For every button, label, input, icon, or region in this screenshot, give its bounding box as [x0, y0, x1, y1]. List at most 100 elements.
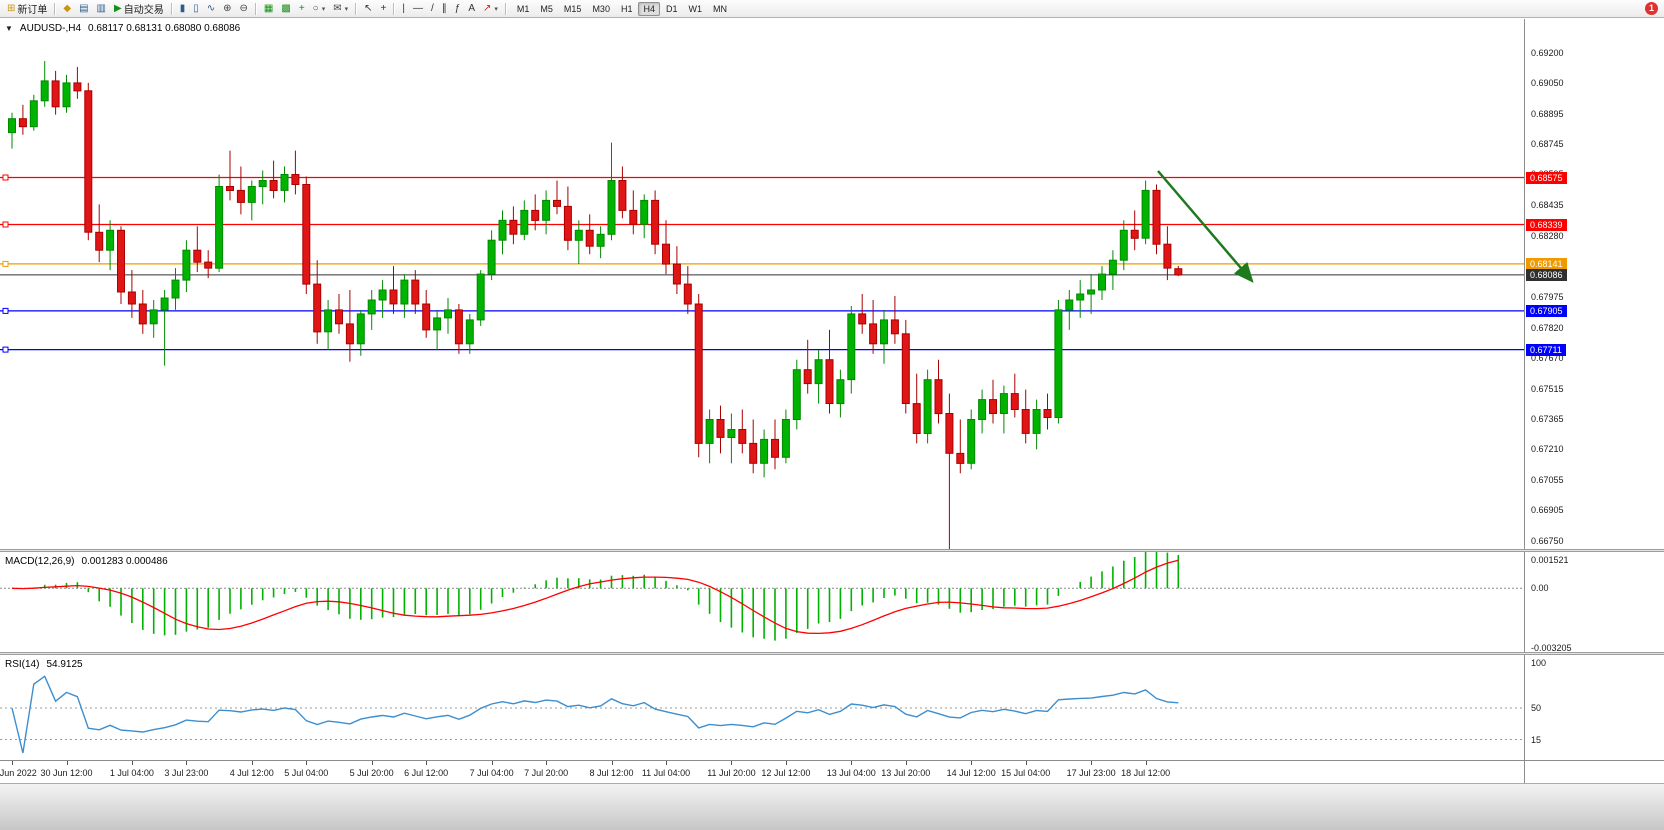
time-tick [1091, 761, 1093, 765]
level-price-label[interactable]: 0.68339 [1526, 218, 1567, 231]
crosshair-tool-button[interactable]: + [377, 1, 391, 16]
timeframe-M30[interactable]: M30 [587, 2, 615, 16]
price-pane[interactable]: ▼ AUDUSD-,H4 0.68117 0.68131 0.68080 0.6… [0, 19, 1664, 549]
templates-button[interactable]: ✉ ▾ [329, 1, 352, 16]
rsi-chart[interactable] [0, 655, 1524, 760]
market-watch-button[interactable]: ◆ [59, 1, 75, 16]
candle [1032, 409, 1041, 434]
timeframe-H1[interactable]: H1 [616, 2, 638, 16]
fibonacci-icon: ƒ [454, 2, 461, 14]
periods-button[interactable]: ○ ▾ [309, 1, 330, 16]
candle [345, 323, 354, 345]
candle [62, 82, 71, 108]
navigator-button[interactable]: ▤ [75, 1, 92, 16]
level-handle[interactable] [2, 307, 9, 314]
price-axis[interactable]: 0.692000.690500.688950.687450.685950.684… [1524, 19, 1664, 549]
time-tick [785, 761, 787, 765]
level-handle[interactable] [2, 260, 9, 267]
candle [51, 80, 60, 108]
tile-windows-button[interactable]: ▦ [260, 1, 277, 16]
toolbar-separator [254, 2, 257, 15]
pane-splitter[interactable] [0, 549, 1664, 552]
candle [367, 299, 376, 315]
candle [945, 413, 954, 454]
candle [1043, 409, 1052, 418]
timeframe-M5[interactable]: M5 [535, 2, 558, 16]
pane-splitter[interactable] [0, 652, 1664, 655]
add-indicator-button[interactable]: + [295, 1, 309, 16]
level-handle[interactable] [2, 346, 9, 353]
macd-axis-label: 0.001521 [1531, 555, 1569, 565]
candle [171, 279, 180, 299]
vertical-line-icon: | [402, 2, 405, 14]
rsi-header: RSI(14) 54.9125 [5, 659, 83, 670]
arrows-tool-button[interactable]: ↗ ▾ [479, 1, 502, 16]
candle [651, 199, 660, 245]
timeframe-MN[interactable]: MN [708, 2, 732, 16]
notification-icon[interactable]: 1 [1645, 2, 1658, 15]
terminal-button[interactable]: ▥ [93, 1, 110, 16]
collapse-icon[interactable]: ▼ [5, 24, 13, 33]
templates-caret-icon: ▾ [344, 5, 349, 13]
new-order-button[interactable]: ⊞ 新订单 [3, 1, 51, 16]
macd-axis[interactable]: 0.001521 0.00 -0.003205 [1524, 552, 1664, 652]
trend-arrow[interactable] [1157, 170, 1254, 283]
macd-axis-label: 0.00 [1531, 583, 1549, 594]
time-label: 3 Jul 23:00 [164, 768, 209, 778]
macd-chart[interactable] [0, 552, 1524, 652]
level-price-label[interactable]: 0.67711 [1526, 343, 1566, 356]
candle [683, 283, 692, 305]
level-price-label[interactable]: 0.68141 [1526, 257, 1567, 270]
trendline-tool-button[interactable]: / [427, 1, 438, 16]
level-price-label[interactable]: 0.68575 [1526, 171, 1567, 184]
line-chart-button[interactable]: ∿ [203, 1, 219, 16]
timeframe-H4[interactable]: H4 [638, 1, 660, 16]
templates-icon: ✉ [333, 2, 342, 14]
candle [215, 186, 224, 269]
candle [204, 261, 213, 269]
candle [1098, 273, 1106, 291]
timeframe-D1[interactable]: D1 [661, 2, 683, 16]
candle [454, 309, 463, 345]
candle [890, 319, 899, 335]
vertical-line-tool-button[interactable]: | [398, 1, 409, 16]
horizontal-line-tool-button[interactable]: — [409, 1, 427, 16]
price-tick: 0.67055 [1531, 475, 1564, 486]
time-tick [611, 761, 613, 765]
timeframe-M15[interactable]: M15 [559, 2, 587, 16]
price-tick: 0.67515 [1531, 383, 1564, 394]
cursor-tool-button[interactable]: ↖ [360, 1, 376, 16]
candle [520, 209, 529, 235]
rsi-axis[interactable]: 100 50 15 [1524, 655, 1664, 760]
candle [542, 199, 551, 221]
time-label: 30 Jun 12:00 [40, 768, 93, 778]
toolbar-separator [504, 2, 507, 15]
autotrading-button[interactable]: ▶ 自动交易 [110, 1, 168, 16]
candlestick-chart-button[interactable]: ▯ [189, 1, 203, 16]
candle [182, 249, 191, 281]
periods-icon: ○ [312, 2, 319, 14]
level-handle[interactable] [2, 174, 9, 181]
price-chart[interactable] [0, 19, 1524, 549]
bar-chart-button[interactable]: ▮ [176, 1, 190, 16]
arrange-windows-button[interactable]: ▩ [277, 1, 294, 16]
time-tick [1145, 761, 1147, 765]
macd-pane[interactable]: MACD(12,26,9) 0.001283 0.000486 0.001521… [0, 552, 1664, 652]
timeframe-W1[interactable]: W1 [684, 2, 708, 16]
zoom-out-button[interactable]: ⊖ [236, 1, 252, 16]
fibonacci-tool-button[interactable]: ƒ [451, 1, 465, 16]
text-tool-button[interactable]: A [464, 1, 479, 16]
chart-header: ▼ AUDUSD-,H4 0.68117 0.68131 0.68080 0.6… [5, 23, 240, 34]
channel-tool-button[interactable]: ∥ [438, 1, 451, 16]
candle [73, 82, 82, 92]
level-handle[interactable] [2, 221, 9, 228]
rsi-pane[interactable]: RSI(14) 54.9125 100 50 15 [0, 655, 1664, 760]
timeframe-M1[interactable]: M1 [512, 2, 535, 16]
time-label: 12 Jul 12:00 [761, 768, 811, 778]
level-price-label[interactable]: 0.67905 [1526, 304, 1567, 317]
candle [999, 393, 1008, 415]
candle [749, 442, 758, 464]
zoom-in-button[interactable]: ⊕ [219, 1, 235, 16]
candle [127, 291, 136, 305]
